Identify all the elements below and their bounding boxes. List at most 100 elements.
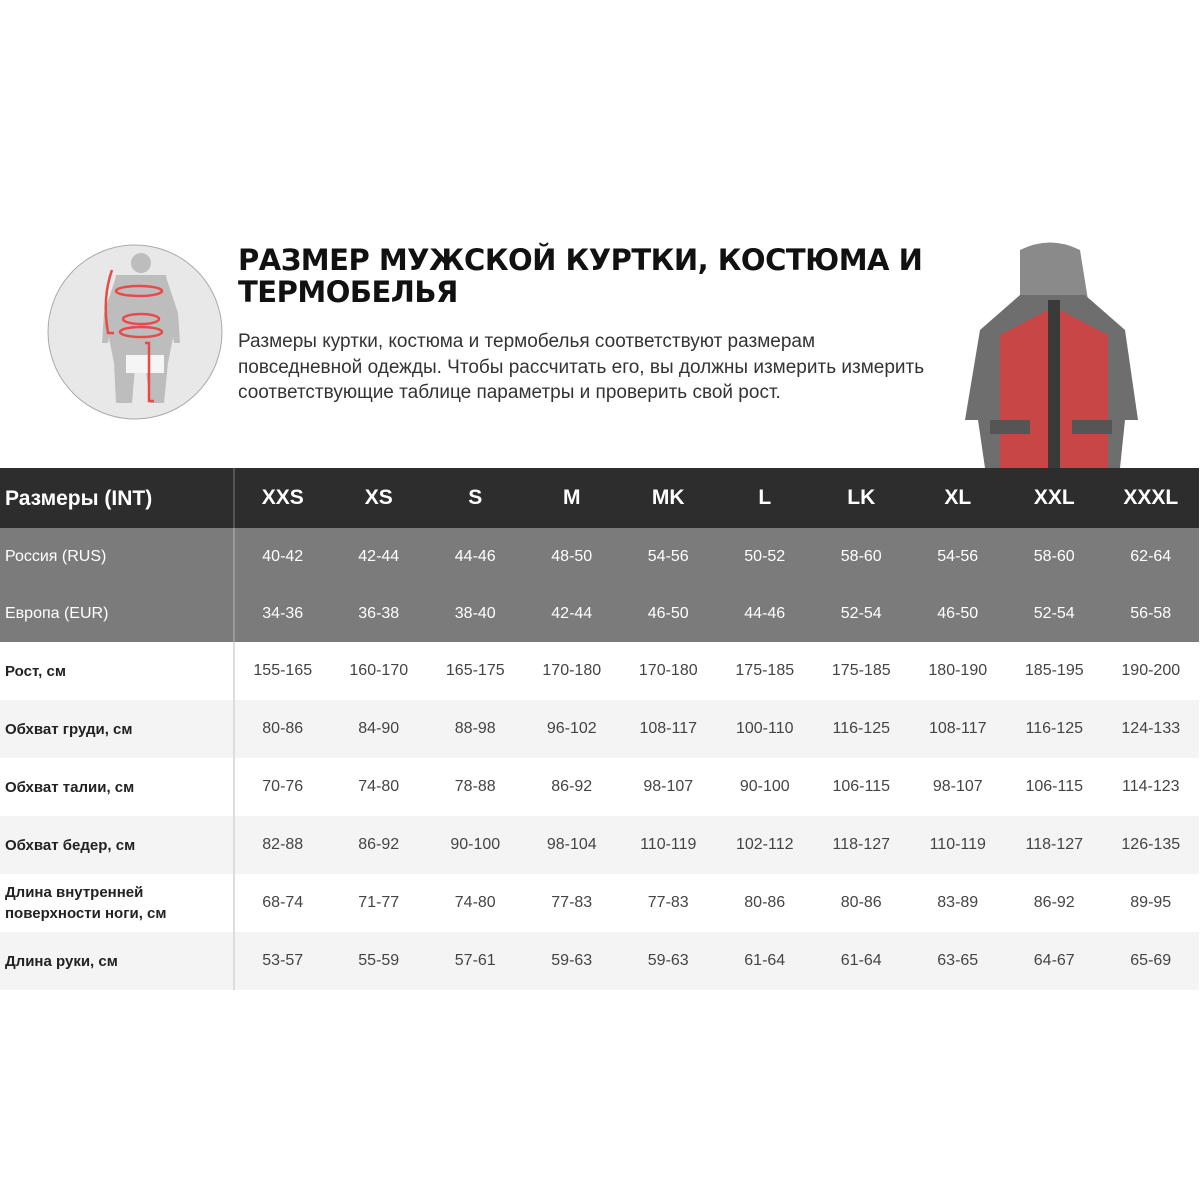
table-cell: 106-115 <box>813 758 910 816</box>
row-label: Европа (EUR) <box>0 585 235 642</box>
table-cell: 180-190 <box>909 642 1006 700</box>
table-row: Обхват груди, см 80-86 84-90 88-98 96-102 108… <box>0 700 1199 758</box>
table-cell: 36-38 <box>330 585 427 642</box>
table-cell: 98-104 <box>523 816 620 874</box>
table-cell: 70-76 <box>234 758 331 816</box>
table-cell: 102-112 <box>716 816 813 874</box>
table-cell: 61-64 <box>813 932 910 990</box>
table-cell: 78-88 <box>427 758 524 816</box>
table-cell: 175-185 <box>716 642 813 700</box>
page-title: РАЗМЕР МУЖСКОЙ КУРТКИ, КОСТЮМА И ТЕРМОБЕ… <box>238 243 923 309</box>
size-header: L <box>716 468 813 528</box>
table-cell: 80-86 <box>234 700 331 758</box>
size-header: XXXL <box>1102 468 1199 528</box>
table-cell: 48-50 <box>523 528 620 585</box>
table-cell: 52-54 <box>813 585 910 642</box>
table-cell: 82-88 <box>234 816 331 874</box>
table-cell: 59-63 <box>523 932 620 990</box>
table-cell: 124-133 <box>1102 700 1199 758</box>
table-cell: 55-59 <box>330 932 427 990</box>
table-row: Рост, см 155-165 160-170 165-175 170-180 170-… <box>0 642 1199 700</box>
table-cell: 114-123 <box>1102 758 1199 816</box>
size-header: LK <box>813 468 910 528</box>
row-label: Длина руки, см <box>0 932 235 990</box>
table-cell: 42-44 <box>330 528 427 585</box>
table-cell: 46-50 <box>620 585 717 642</box>
table-row: Россия (RUS) 40-42 42-44 44-46 48-50 54-56 50-… <box>0 528 1199 585</box>
table-cell: 46-50 <box>909 585 1006 642</box>
table-cell: 44-46 <box>427 528 524 585</box>
table-cell: 88-98 <box>427 700 524 758</box>
table-cell: 59-63 <box>620 932 717 990</box>
table-cell: 185-195 <box>1006 642 1103 700</box>
table-cell: 44-46 <box>716 585 813 642</box>
table-cell: 108-117 <box>620 700 717 758</box>
size-header: XXL <box>1006 468 1103 528</box>
table-cell: 80-86 <box>813 874 910 932</box>
table-row: Длина внутренней поверхности ноги, см 68-… <box>0 874 1199 932</box>
table-row: Обхват бедер, см 82-88 86-92 90-100 98-104 11… <box>0 816 1199 874</box>
table-cell: 89-95 <box>1102 874 1199 932</box>
row-label: Рост, см <box>0 642 235 700</box>
table-cell: 100-110 <box>716 700 813 758</box>
table-cell: 86-92 <box>330 816 427 874</box>
table-cell: 170-180 <box>523 642 620 700</box>
table-cell: 118-127 <box>813 816 910 874</box>
table-cell: 40-42 <box>234 528 331 585</box>
table-cell: 77-83 <box>620 874 717 932</box>
table-row: Обхват талии, см 70-76 74-80 78-88 86-92 98-1… <box>0 758 1199 816</box>
description: Размеры куртки, костюма и термобелья соо… <box>238 331 925 403</box>
table-cell: 90-100 <box>427 816 524 874</box>
size-header: XS <box>330 468 427 528</box>
table-cell: 61-64 <box>716 932 813 990</box>
size-header: XXS <box>234 468 331 528</box>
table-cell: 83-89 <box>909 874 1006 932</box>
row-label: Обхват талии, см <box>0 758 235 816</box>
table-cell: 50-52 <box>716 528 813 585</box>
size-header: M <box>523 468 620 528</box>
row-label: Россия (RUS) <box>0 528 235 585</box>
size-header: S <box>427 468 524 528</box>
table-cell: 58-60 <box>1006 528 1103 585</box>
table-cell: 57-61 <box>427 932 524 990</box>
table-cell: 54-56 <box>620 528 717 585</box>
table-header-row: Размеры (INT) XXS XS S M MK L LK XL XXL … <box>0 468 1199 528</box>
table-cell: 155-165 <box>234 642 331 700</box>
row-label: Длина внутренней поверхности ноги, см <box>0 874 235 932</box>
table-cell: 160-170 <box>330 642 427 700</box>
table-cell: 64-67 <box>1006 932 1103 990</box>
table-cell: 96-102 <box>523 700 620 758</box>
row-label: Обхват груди, см <box>0 700 235 758</box>
jacket-image <box>965 242 1138 468</box>
table-cell: 53-57 <box>234 932 331 990</box>
table-row: Европа (EUR) 34-36 36-38 38-40 42-44 46-50 44-… <box>0 585 1199 642</box>
size-header: MK <box>620 468 717 528</box>
table-cell: 62-64 <box>1102 528 1199 585</box>
table-cell: 116-125 <box>813 700 910 758</box>
table-cell: 34-36 <box>234 585 331 642</box>
table-cell: 170-180 <box>620 642 717 700</box>
table-cell: 65-69 <box>1102 932 1199 990</box>
table-cell: 86-92 <box>1006 874 1103 932</box>
size-header: XL <box>909 468 1006 528</box>
table-cell: 126-135 <box>1102 816 1199 874</box>
table-cell: 58-60 <box>813 528 910 585</box>
table-cell: 42-44 <box>523 585 620 642</box>
table-cell: 190-200 <box>1102 642 1199 700</box>
header-label: Размеры (INT) <box>0 468 235 528</box>
table-row: Длина руки, см 53-57 55-59 57-61 59-63 59-63 6… <box>0 932 1199 990</box>
table-cell: 86-92 <box>523 758 620 816</box>
table-cell: 175-185 <box>813 642 910 700</box>
row-label: Обхват бедер, см <box>0 816 235 874</box>
table-cell: 38-40 <box>427 585 524 642</box>
body-measurement-illustration <box>47 244 223 420</box>
table-cell: 116-125 <box>1006 700 1103 758</box>
table-cell: 63-65 <box>909 932 1006 990</box>
table-cell: 84-90 <box>330 700 427 758</box>
table-cell: 98-107 <box>620 758 717 816</box>
table-cell: 56-58 <box>1102 585 1199 642</box>
table-cell: 110-119 <box>620 816 717 874</box>
table-cell: 68-74 <box>234 874 331 932</box>
table-cell: 52-54 <box>1006 585 1103 642</box>
table-cell: 108-117 <box>909 700 1006 758</box>
